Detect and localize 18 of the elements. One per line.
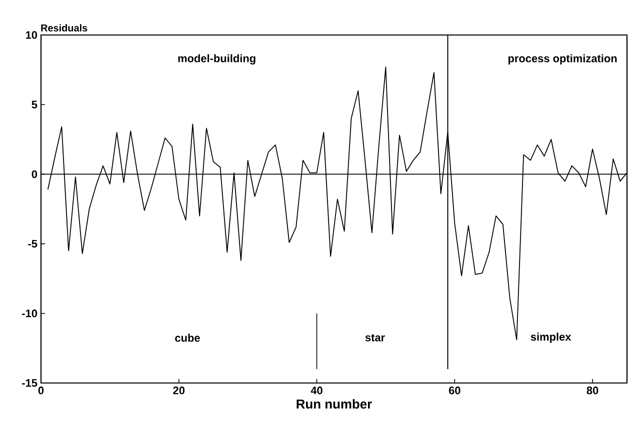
annotation: process optimization bbox=[508, 54, 617, 64]
x-tick-label: 20 bbox=[173, 386, 185, 394]
y-tick-label: -15 bbox=[22, 379, 38, 387]
annotation: simplex bbox=[530, 332, 572, 343]
y-tick-label: 0 bbox=[32, 170, 38, 178]
annotation: cube bbox=[175, 334, 200, 342]
y-tick-label: 10 bbox=[26, 31, 38, 39]
x-axis-title: Run number bbox=[296, 399, 372, 409]
annotation: star bbox=[365, 334, 385, 342]
x-tick-label: 60 bbox=[448, 386, 460, 394]
x-tick-label: 0 bbox=[38, 386, 44, 394]
x-tick-label: 40 bbox=[310, 386, 322, 394]
x-tick-label: 80 bbox=[586, 386, 598, 394]
annotation: model-building bbox=[178, 54, 256, 64]
y-tick-label: 5 bbox=[32, 100, 38, 108]
y-tick-label: -10 bbox=[22, 310, 38, 318]
y-tick-label: -5 bbox=[28, 240, 38, 248]
y-axis-title: Residuals bbox=[41, 24, 88, 32]
